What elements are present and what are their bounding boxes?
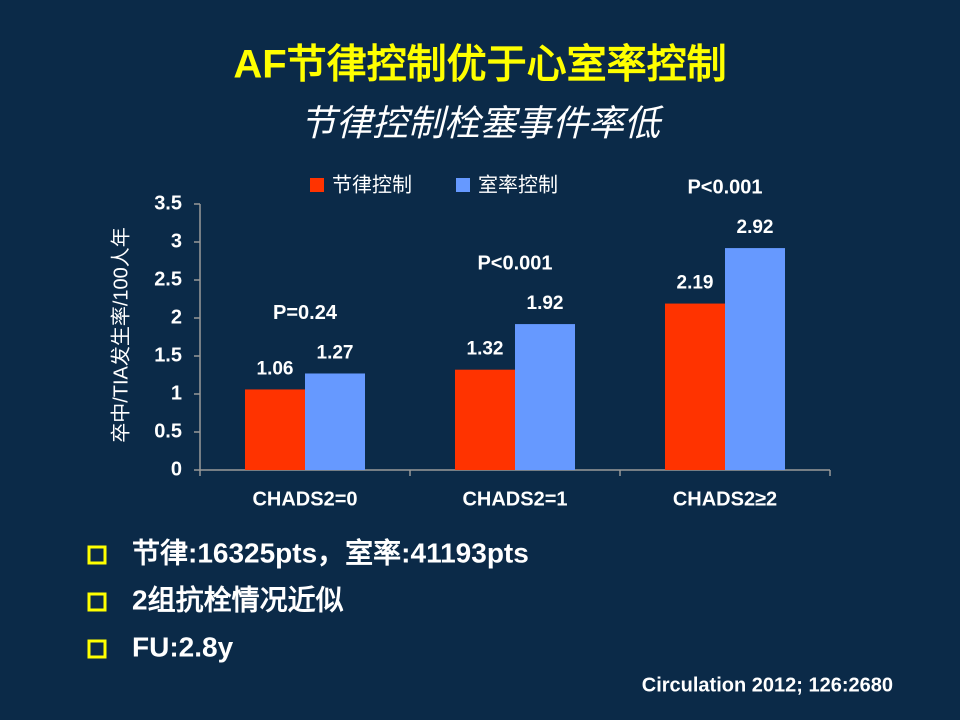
- y-tick-label: 0: [171, 458, 182, 480]
- bullet-marker: [87, 592, 107, 612]
- value-label: 1.27: [317, 342, 354, 363]
- y-tick-label: 2: [171, 306, 182, 328]
- bullet-text: FU:2.8y: [132, 631, 234, 662]
- y-tick-label: 2.5: [154, 268, 182, 290]
- bar: [665, 303, 725, 470]
- value-label: 1.06: [257, 358, 294, 379]
- bullet-marker: [87, 545, 107, 565]
- value-label: 2.19: [677, 273, 714, 294]
- bar: [305, 373, 365, 470]
- value-label: 1.32: [467, 339, 504, 360]
- slide-title: AF节律控制优于心室率控制: [233, 43, 726, 87]
- legend-label: 节律控制: [332, 173, 412, 196]
- slide-subtitle: 节律控制栓塞事件率低: [300, 103, 664, 144]
- p-value: P<0.001: [687, 176, 762, 198]
- bullet-text: 2组抗栓情况近似: [132, 583, 344, 615]
- y-tick-label: 3.5: [154, 192, 182, 214]
- legend-swatch: [456, 178, 470, 192]
- x-tick-label: CHADS2=0: [252, 488, 357, 510]
- bar: [455, 369, 515, 470]
- y-axis-label: 卒中/TIA发生率/100人年: [109, 227, 132, 443]
- bar: [725, 248, 785, 470]
- bar: [515, 324, 575, 470]
- source: Circulation 2012; 126:2680: [642, 674, 893, 696]
- value-label: 2.92: [737, 217, 774, 238]
- y-tick-label: 1: [171, 382, 182, 404]
- bar: [245, 389, 305, 470]
- y-tick-label: 3: [171, 230, 182, 252]
- y-tick-label: 1.5: [154, 344, 182, 366]
- x-tick-label: CHADS2=1: [462, 488, 567, 510]
- value-label: 1.92: [527, 293, 564, 314]
- p-value: P=0.24: [273, 302, 338, 324]
- p-value: P<0.001: [477, 252, 552, 274]
- bullet-text: 节律:16325pts，室率:41193pts: [132, 536, 529, 568]
- bullet-marker: [87, 639, 107, 659]
- y-tick-label: 0.5: [154, 420, 182, 442]
- legend-label: 室率控制: [478, 173, 558, 196]
- x-tick-label: CHADS2≥2: [673, 488, 777, 510]
- legend-swatch: [310, 178, 324, 192]
